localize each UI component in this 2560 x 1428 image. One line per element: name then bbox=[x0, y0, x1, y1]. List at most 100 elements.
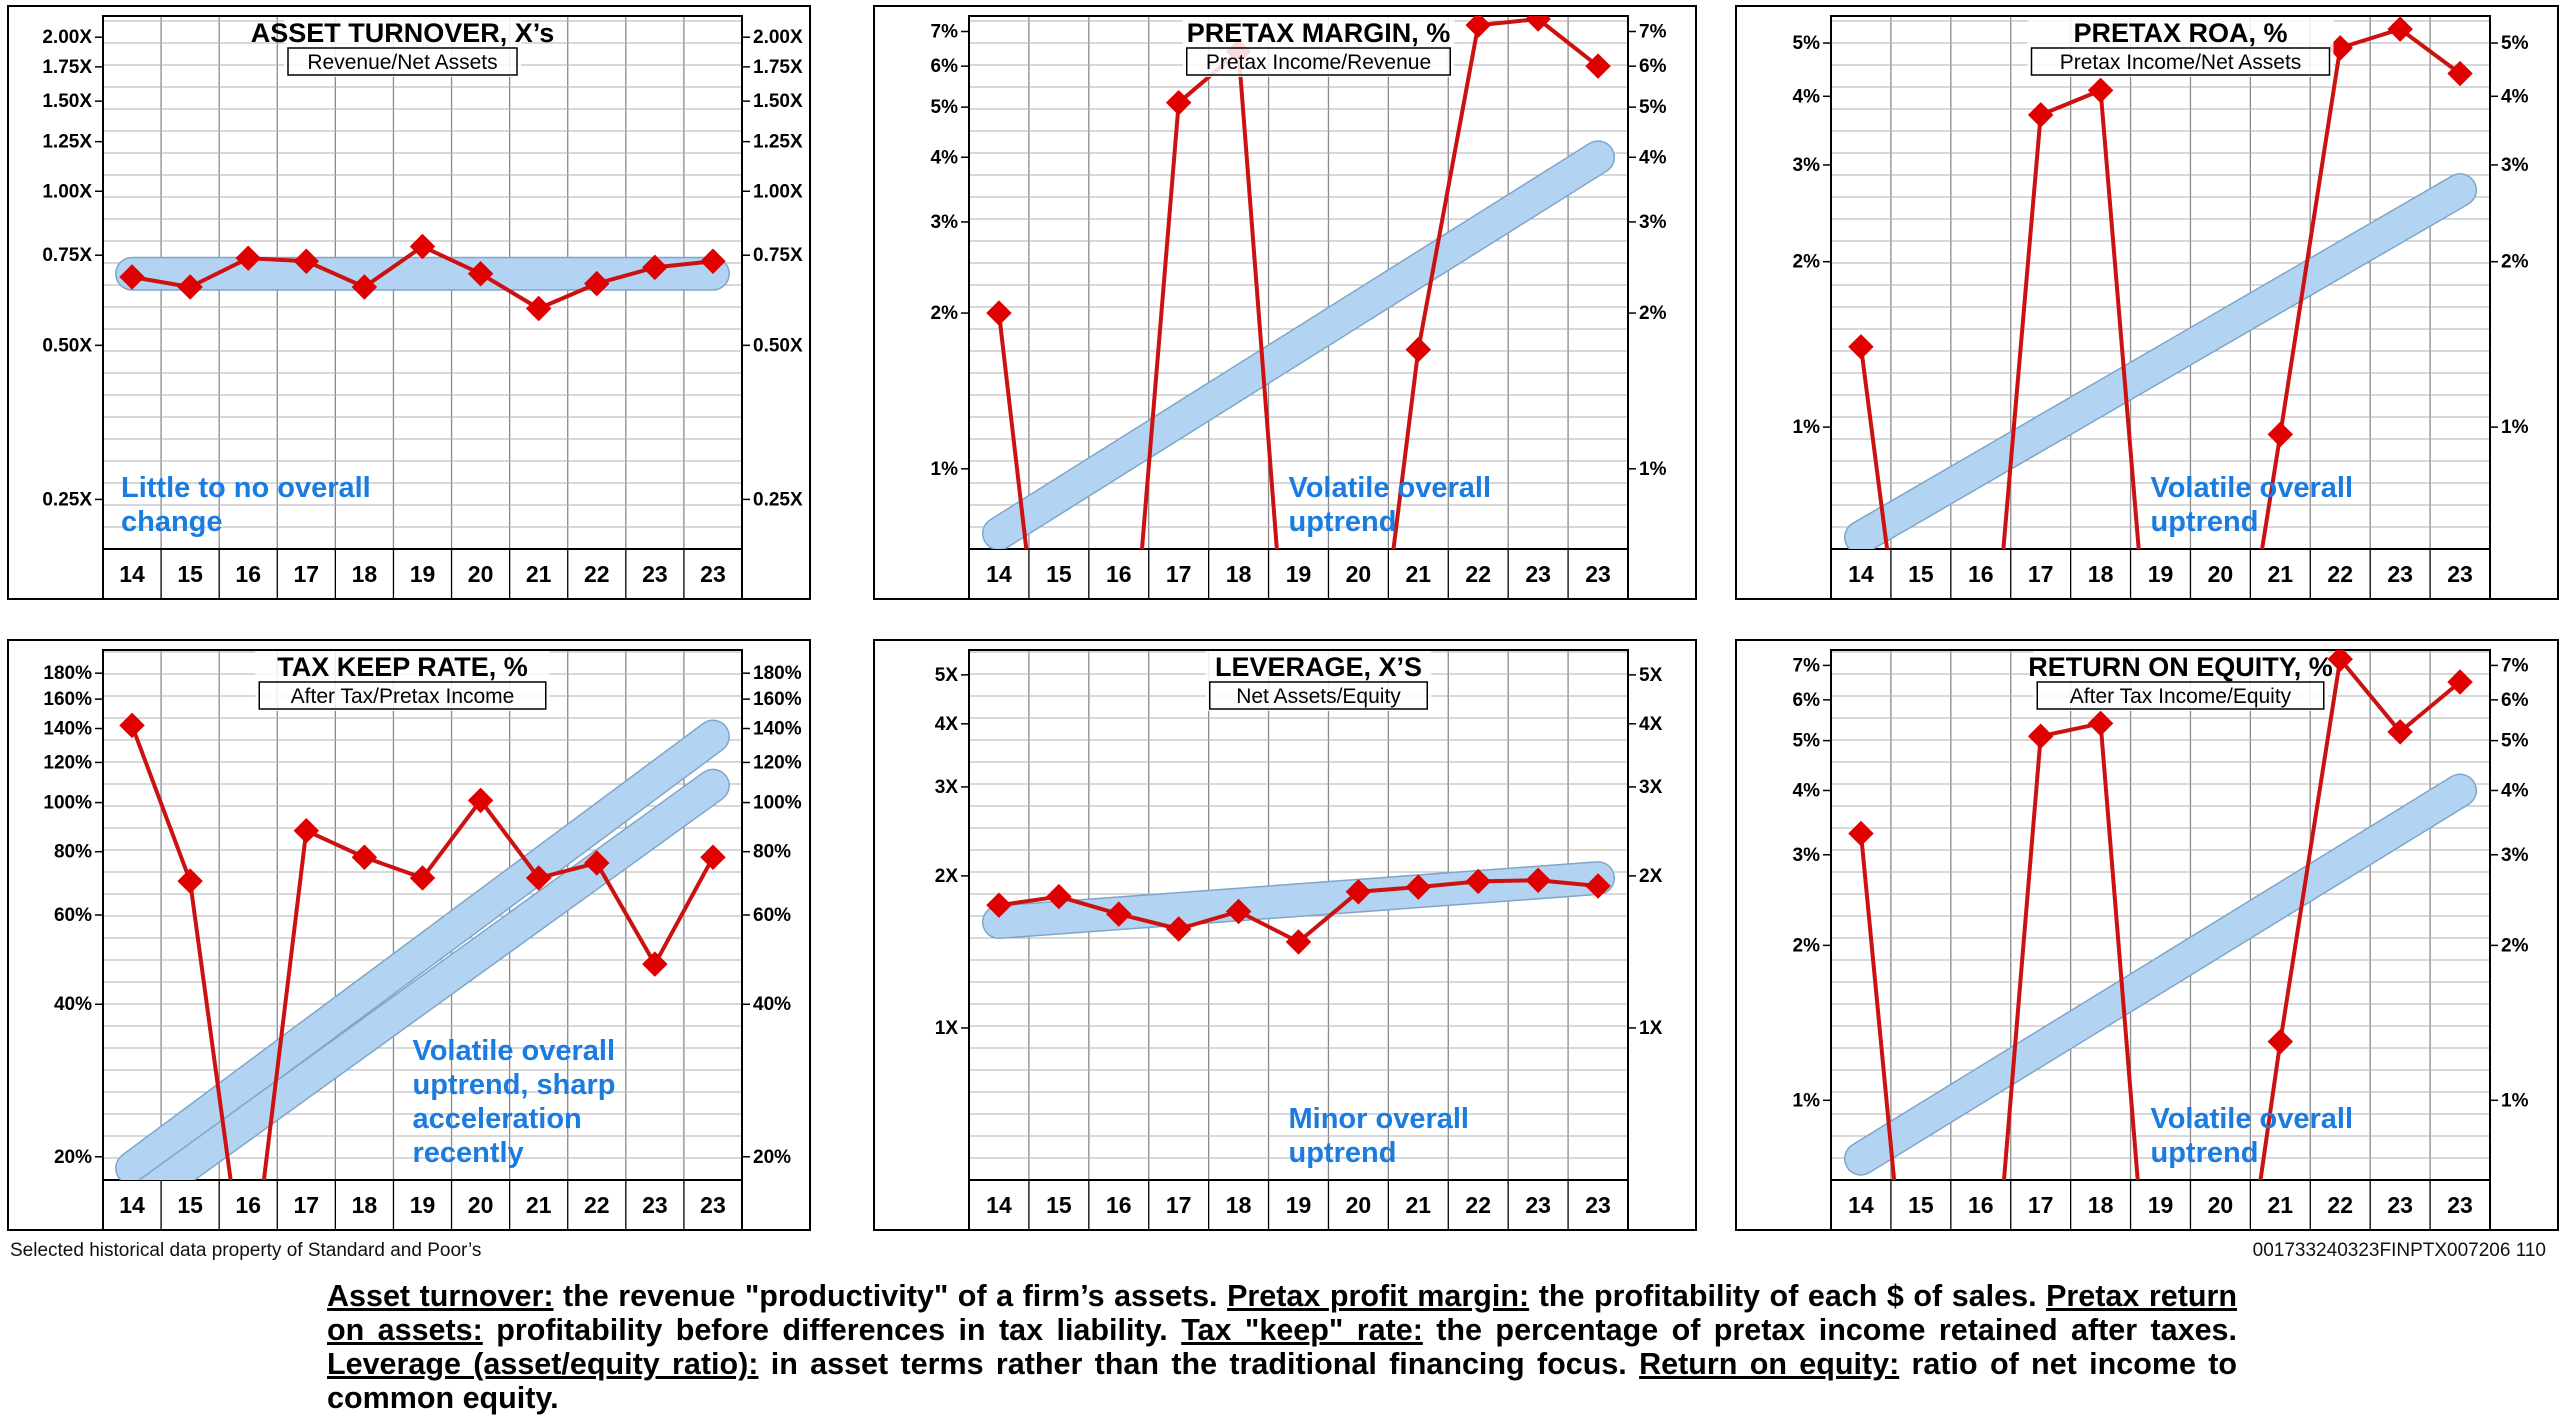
data-point bbox=[351, 844, 378, 870]
plot-area bbox=[115, 712, 730, 1180]
y-tick-label-left: 6% bbox=[931, 56, 959, 77]
x-tick-label: 14 bbox=[1848, 561, 1874, 587]
y-tick-label-right: 0.75X bbox=[753, 245, 803, 266]
trend-band bbox=[1845, 174, 2476, 549]
y-tick-label-right: 2.00X bbox=[753, 27, 803, 48]
chart-subtitle: Net Assets/Equity bbox=[1236, 685, 1401, 708]
data-point bbox=[293, 817, 320, 844]
caption-term: Pretax return on assets: bbox=[327, 1279, 2238, 1347]
y-tick-label-right: 5% bbox=[2501, 33, 2529, 54]
data-point bbox=[986, 892, 1012, 918]
x-tick-label: 20 bbox=[1346, 561, 1372, 587]
y-tick-label-left: 1.75X bbox=[42, 57, 92, 78]
y-tick-label-left: 60% bbox=[54, 905, 92, 926]
x-tick-label: 14 bbox=[119, 1192, 145, 1218]
definitions-caption: Asset turnover: the revenue "productivit… bbox=[327, 1279, 2237, 1415]
data-point bbox=[409, 865, 436, 891]
trend-band bbox=[140, 770, 729, 1180]
y-tick-label-left: 4% bbox=[931, 147, 959, 168]
x-tick-label: 18 bbox=[352, 561, 378, 587]
x-tick-label: 23 bbox=[642, 561, 668, 587]
y-tick-label-left: 2.00X bbox=[42, 27, 92, 48]
data-point bbox=[177, 274, 203, 300]
chart-annotation: recently bbox=[413, 1137, 524, 1169]
chart-grid: 2.00X 2.00X 1.75X 1.75X 1.50X 1.50X 1.25X 1.25X… bbox=[7, 5, 2559, 1231]
x-tick-label: 20 bbox=[2208, 561, 2234, 587]
y-tick-label-right: 1% bbox=[2501, 1090, 2529, 1111]
x-tick-label: 22 bbox=[1465, 1192, 1491, 1218]
x-tick-label: 23 bbox=[1525, 561, 1551, 587]
y-tick-label-left: 0.75X bbox=[42, 245, 92, 266]
series-line bbox=[1859, 657, 2462, 1180]
y-tick-label-right: 0.25X bbox=[753, 489, 803, 510]
y-tick-label-left: 4% bbox=[1793, 86, 1821, 107]
y-tick-label-left: 4X bbox=[935, 714, 959, 735]
x-tick-label: 22 bbox=[1465, 561, 1491, 587]
trend-band bbox=[983, 862, 1614, 938]
x-tick-label: 18 bbox=[2088, 561, 2114, 587]
panel-frame bbox=[873, 5, 1697, 600]
chart-annotation: change bbox=[121, 506, 223, 538]
y-tick-label-left: 2% bbox=[1793, 935, 1821, 956]
data-point bbox=[700, 248, 726, 274]
y-tick-label-left: 0.25X bbox=[42, 489, 92, 510]
chart-subtitle: After Tax Income/Equity bbox=[2070, 685, 2292, 708]
data-point bbox=[525, 865, 552, 891]
caption-term: Pretax profit margin: bbox=[1227, 1279, 1530, 1313]
y-tick-label-right: 7% bbox=[2501, 655, 2529, 676]
chart-annotation: acceleration bbox=[413, 1103, 582, 1135]
chart-title: PRETAX ROA, % bbox=[2073, 18, 2287, 48]
x-tick-label: 15 bbox=[1046, 1192, 1072, 1218]
data-point bbox=[584, 850, 610, 876]
chart-annotation: Minor overall bbox=[1289, 1103, 1470, 1135]
x-tick-label: 17 bbox=[2028, 561, 2054, 587]
data-point bbox=[986, 300, 1012, 326]
y-tick-label-right: 7% bbox=[1639, 22, 1667, 43]
y-tick-label-left: 3% bbox=[1793, 845, 1821, 866]
chart-panel: 2.00X 2.00X 1.75X 1.75X 1.50X 1.50X 1.25X 1.25X… bbox=[7, 5, 811, 600]
series-line bbox=[997, 17, 1600, 549]
chart-annotation: uptrend, sharp bbox=[413, 1069, 616, 1101]
x-tick-label: 20 bbox=[1346, 1192, 1372, 1218]
y-tick-label-right: 1.50X bbox=[753, 91, 803, 112]
x-tick-label: 17 bbox=[1166, 561, 1192, 587]
title-background bbox=[1205, 651, 1432, 711]
data-point bbox=[467, 261, 494, 287]
y-tick-label-left: 2% bbox=[1793, 252, 1821, 273]
x-tick-label: 14 bbox=[119, 561, 145, 587]
caption-term: Leverage (asset/equity ratio): bbox=[327, 1347, 759, 1381]
panel-frame bbox=[7, 5, 811, 600]
y-tick-label-left: 1% bbox=[1793, 417, 1821, 438]
y-tick-label-left: 100% bbox=[43, 793, 92, 814]
x-tick-label: 18 bbox=[1226, 1192, 1252, 1218]
series-line bbox=[1859, 27, 2462, 549]
y-tick-label-left: 2% bbox=[931, 303, 959, 324]
x-tick-label: 22 bbox=[584, 561, 610, 587]
x-tick-label: 19 bbox=[410, 1192, 436, 1218]
subtitle-frame bbox=[1209, 681, 1428, 710]
y-tick-label-left: 1% bbox=[1793, 1090, 1821, 1111]
x-tick-label: 15 bbox=[177, 561, 203, 587]
x-tick-label: 23 bbox=[700, 561, 726, 587]
x-tick-label: 19 bbox=[2148, 1192, 2174, 1218]
x-tick-label: 21 bbox=[1406, 1192, 1432, 1218]
x-tick-label: 20 bbox=[2208, 1192, 2234, 1218]
x-tick-label: 16 bbox=[235, 561, 261, 587]
y-tick-label-left: 180% bbox=[43, 663, 92, 684]
y-tick-label-left: 1.25X bbox=[42, 132, 92, 153]
chart-panel: 7% 7% 6% 6% 5% 5% 4% 4% 3% 3% 2% 2% 1% 1% 14 15 16 17 18 19… bbox=[1735, 639, 2559, 1231]
y-tick-label-right: 4% bbox=[1639, 147, 1667, 168]
subtitle-frame bbox=[2036, 681, 2325, 710]
x-tick-label: 16 bbox=[1968, 561, 1994, 587]
plot-area bbox=[1843, 16, 2478, 549]
y-tick-label-left: 3% bbox=[1793, 155, 1821, 176]
chart-subtitle: Revenue/Net Assets bbox=[307, 51, 497, 74]
chart-subtitle: After Tax/Pretax Income bbox=[291, 685, 515, 708]
data-point bbox=[409, 233, 436, 260]
x-tick-label: 18 bbox=[1226, 561, 1252, 587]
y-tick-label-right: 140% bbox=[753, 719, 802, 740]
y-tick-label-right: 1.00X bbox=[753, 181, 803, 202]
y-tick-label-left: 5% bbox=[1793, 33, 1821, 54]
x-tick-label: 16 bbox=[235, 1192, 261, 1218]
subtitle-frame bbox=[2030, 47, 2331, 76]
